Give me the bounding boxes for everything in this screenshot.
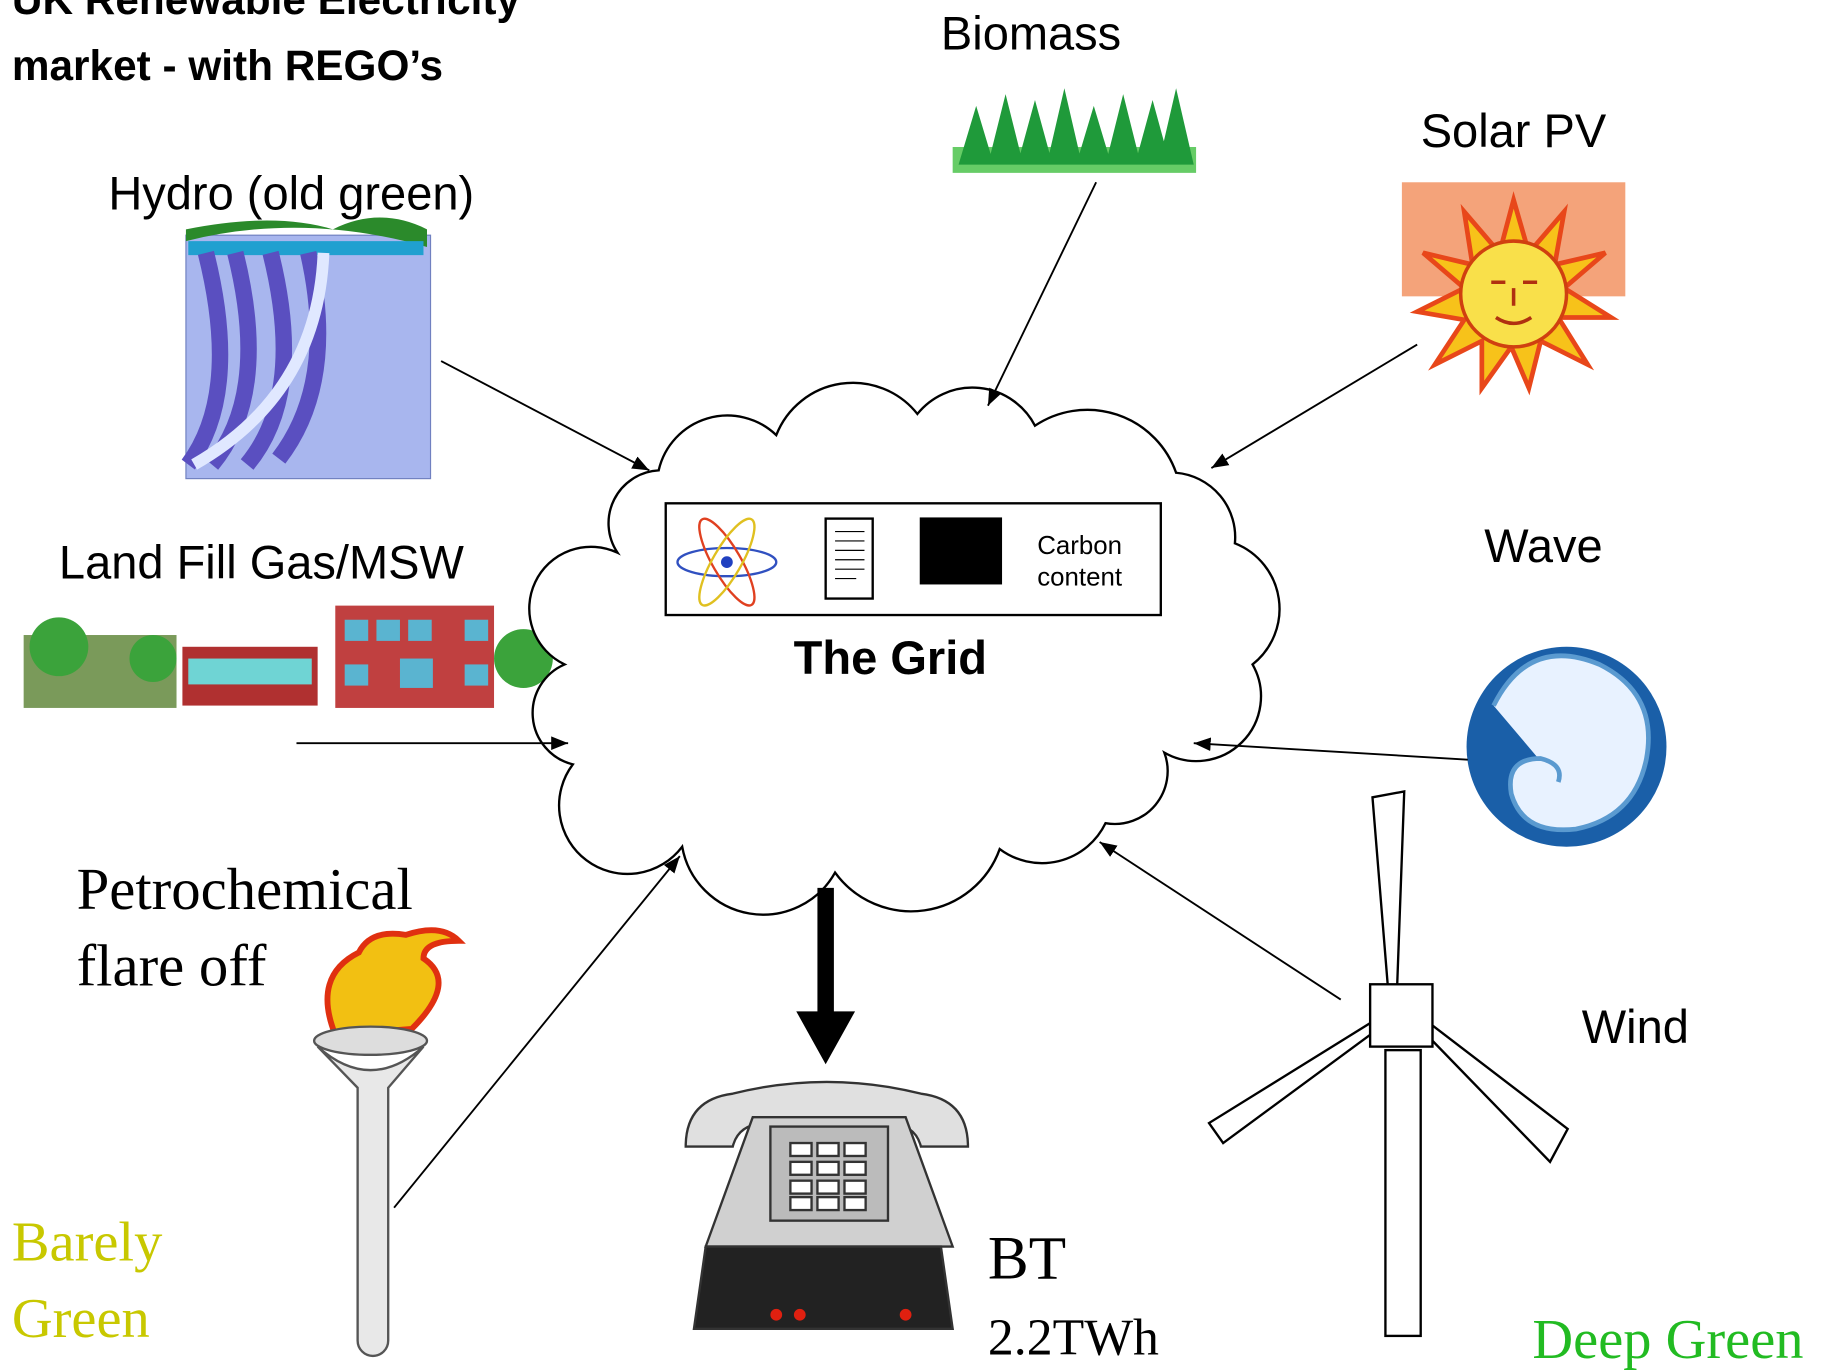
hydro-label: Hydro (old green) bbox=[108, 166, 474, 219]
carbon-label: content bbox=[1037, 564, 1122, 592]
grid-label: The Grid bbox=[794, 631, 987, 684]
wave-icon bbox=[1467, 647, 1667, 847]
biomass-label: Biomass bbox=[941, 6, 1121, 59]
output-arrow bbox=[796, 888, 855, 1064]
petro-label: Petrochemical bbox=[77, 857, 413, 922]
carbon-label: Carbon bbox=[1037, 532, 1122, 560]
turbine-icon bbox=[1209, 791, 1568, 1335]
scale-low: Green bbox=[12, 1288, 150, 1350]
flare-icon bbox=[314, 930, 459, 1356]
document-icon bbox=[826, 519, 873, 599]
wave-label: Wave bbox=[1484, 519, 1602, 572]
petro-label: flare off bbox=[77, 933, 267, 998]
title-line: market - with REGO’s bbox=[12, 42, 443, 89]
biomass-icon bbox=[953, 88, 1196, 173]
phone-icon bbox=[686, 1082, 968, 1329]
consumer-name: BT bbox=[988, 1225, 1066, 1292]
diagram: UK Renewable Electricity market - with R… bbox=[0, 0, 1843, 1370]
consumer-amount: 2.2TWh bbox=[988, 1310, 1159, 1367]
title-line: UK Renewable Electricity bbox=[12, 0, 521, 23]
solar-icon bbox=[1402, 182, 1625, 388]
solar-label: Solar PV bbox=[1421, 104, 1607, 157]
wind-label: Wind bbox=[1582, 1000, 1689, 1053]
scale-low: Barely bbox=[12, 1212, 162, 1274]
black-box bbox=[920, 517, 1002, 584]
scale-high: Deep Green bbox=[1532, 1309, 1803, 1370]
hydro-icon bbox=[186, 218, 431, 479]
page: {"title":["UK Renewable Electricity","ma… bbox=[0, 0, 1843, 1370]
landfill-label: Land Fill Gas/MSW bbox=[59, 536, 465, 589]
